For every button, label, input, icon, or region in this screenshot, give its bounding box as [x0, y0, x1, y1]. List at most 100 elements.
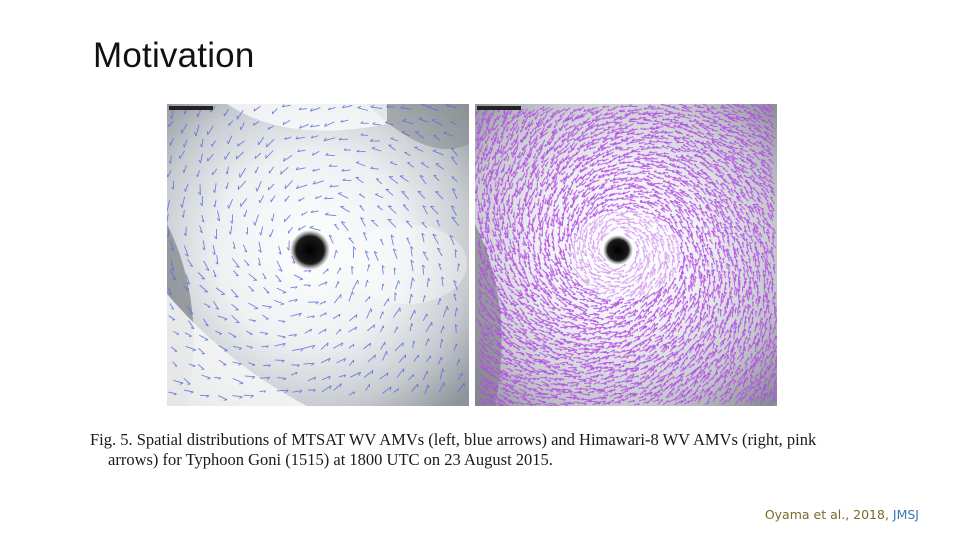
wind-vector-head	[371, 370, 374, 375]
wind-vector	[496, 224, 500, 232]
wind-vector-head	[689, 129, 693, 133]
wind-vector	[550, 112, 555, 118]
wind-vector	[585, 208, 591, 216]
wind-vector-head	[734, 232, 738, 235]
wind-vector-head	[513, 127, 516, 131]
wind-vector-head	[723, 113, 726, 116]
wind-vector	[698, 208, 705, 214]
wind-vector-head	[360, 133, 364, 136]
wind-vector-head	[204, 339, 209, 341]
wind-vector	[489, 184, 492, 191]
wind-vector	[230, 289, 239, 298]
wind-vector-head	[588, 187, 591, 190]
wind-vector	[719, 150, 728, 155]
wind-vector	[741, 105, 750, 110]
wind-vector-head	[238, 363, 242, 366]
wind-vector	[528, 227, 531, 235]
wind-vector-head	[539, 182, 542, 186]
wind-vector	[693, 203, 699, 210]
wind-vector-head	[537, 216, 540, 219]
wind-vector-head	[731, 210, 734, 213]
wind-vector	[719, 192, 724, 197]
wind-vector	[511, 147, 517, 156]
wind-vector	[334, 224, 340, 230]
wind-vector	[422, 295, 425, 302]
wind-vector	[713, 163, 720, 170]
wind-vector	[422, 370, 428, 381]
wind-vector	[570, 141, 576, 148]
wind-vector-head	[253, 320, 256, 323]
wind-vector-head	[561, 167, 564, 170]
wind-vector-head	[739, 147, 743, 150]
wind-vector	[684, 106, 693, 109]
wind-vector-head	[628, 104, 633, 107]
wind-vector-head	[562, 181, 565, 185]
wind-vector-head	[703, 221, 707, 224]
wind-vector-head	[693, 131, 697, 134]
wind-vector-head	[574, 125, 577, 129]
wind-vector-head	[282, 292, 287, 294]
wind-vector	[706, 141, 713, 146]
wind-vector-head	[545, 182, 548, 185]
wind-vector	[557, 108, 566, 114]
wind-vector-head	[486, 199, 489, 203]
wind-vector	[453, 343, 457, 351]
wind-vector	[624, 111, 634, 117]
wind-vector-head	[495, 202, 498, 206]
wind-vector-head	[492, 250, 496, 252]
wind-vector	[406, 237, 411, 245]
wind-vector-head	[707, 229, 710, 232]
wind-vector	[634, 108, 643, 112]
wind-vector-head	[534, 130, 537, 134]
wind-vector-head	[661, 159, 664, 162]
wind-vector-head	[695, 226, 699, 229]
wind-vector	[259, 195, 265, 204]
wind-vector	[572, 166, 579, 171]
wind-vector-head	[623, 155, 626, 158]
wind-vector-head	[591, 112, 594, 116]
wind-vector	[484, 153, 489, 161]
wind-vector	[172, 361, 178, 367]
wind-vector	[528, 122, 534, 128]
wind-vector-head	[535, 175, 537, 179]
wind-vector	[660, 135, 669, 140]
wind-vector	[711, 140, 720, 143]
wind-vector	[682, 106, 689, 111]
wind-vector	[511, 223, 515, 232]
wind-vector-head	[506, 179, 510, 183]
wind-vector-head	[535, 230, 538, 233]
wind-vector	[422, 251, 429, 261]
wind-vector-head	[509, 137, 512, 141]
wind-vector	[672, 106, 680, 111]
wind-vector	[422, 205, 428, 215]
wind-vector	[755, 181, 762, 188]
wind-vector-head	[554, 120, 557, 123]
wind-vector	[502, 163, 506, 172]
wind-vector-head	[491, 211, 495, 215]
wind-vector	[619, 122, 628, 127]
wind-vector-head	[515, 182, 518, 185]
wind-vector	[172, 331, 179, 335]
wind-vector-head	[453, 280, 457, 283]
wind-vector-head	[698, 134, 701, 137]
wind-vector	[534, 142, 539, 149]
wind-vector-head	[168, 293, 172, 296]
wind-vector-head	[508, 182, 511, 186]
wind-vector-head	[625, 209, 629, 212]
wind-vector	[574, 122, 581, 129]
wind-vector-head	[579, 169, 582, 173]
wind-vector-head	[575, 222, 578, 226]
wind-vector	[761, 145, 769, 152]
wind-vector	[534, 127, 542, 134]
wind-vector-head	[491, 218, 495, 222]
wind-vector-head	[500, 201, 503, 204]
wind-vector-head	[735, 115, 739, 118]
wind-vector	[672, 159, 679, 162]
wind-vector	[478, 177, 480, 184]
wind-vector-head	[213, 275, 217, 278]
wind-vector-head	[180, 129, 183, 134]
wind-vector	[628, 182, 635, 186]
wind-vector	[450, 156, 458, 166]
wind-vector-head	[770, 189, 774, 192]
wind-vector-head	[568, 271, 571, 274]
